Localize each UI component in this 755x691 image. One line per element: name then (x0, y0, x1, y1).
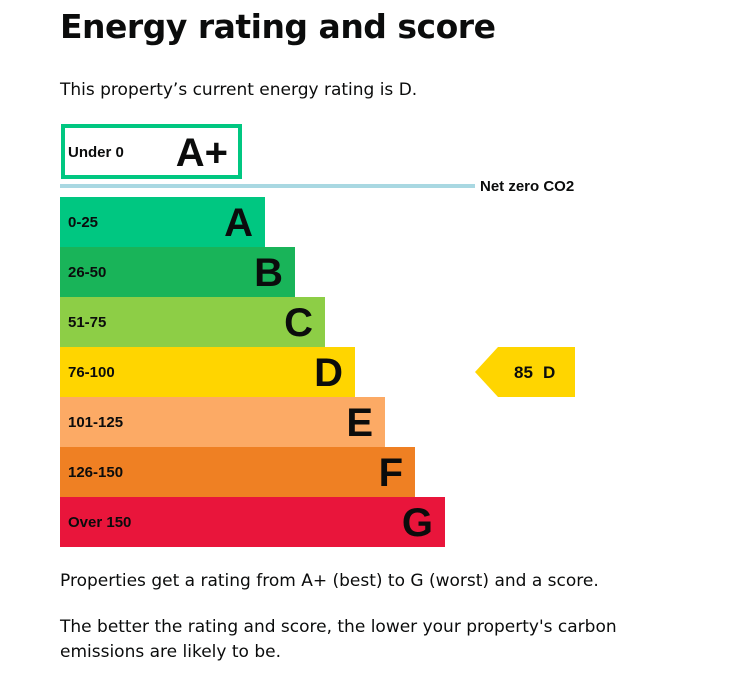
band-d: 76-100 D (60, 347, 355, 397)
band-a-plus-box (61, 124, 242, 179)
band-a-bar (60, 197, 265, 247)
band-f-letter: F (379, 451, 403, 495)
band-g-bar (60, 497, 445, 547)
band-f-bar (60, 447, 415, 497)
current-rating-arrow (475, 347, 575, 397)
band-e-bar (60, 397, 385, 447)
band-a-plus-letter: A+ (176, 131, 228, 175)
band-d-letter: D (314, 351, 343, 395)
rating-bands: 0-25 A 26-50 B 51-75 C 76-100 D 101-125 E 126-150 F… (60, 197, 445, 547)
current-rating-text: This property’s current energy rating is… (60, 80, 418, 100)
net-zero-line: Net zero CO2 (60, 178, 574, 195)
band-f: 126-150 F (60, 447, 415, 497)
band-d-bar (60, 347, 355, 397)
band-e-letter: E (346, 401, 373, 445)
carbon-explanation: The better the rating and score, the low… (60, 617, 617, 662)
band-a-letter: A (224, 201, 253, 245)
current-score: 85 (514, 363, 533, 382)
energy-rating-chart: Under 0 A+ Net zero CO2 0-25 A26-50 B51-75… (60, 124, 575, 547)
net-zero-label: Net zero CO2 (480, 178, 574, 195)
band-f-range: 126-150 (68, 464, 123, 481)
current-band: D (543, 363, 555, 382)
band-g-range: Over 150 (68, 514, 131, 531)
band-e: 101-125 E (60, 397, 385, 447)
band-a: 0-25 A (60, 197, 265, 247)
page-title: Energy rating and score (60, 7, 496, 46)
band-b-bar (60, 247, 295, 297)
band-a-plus-range: Under 0 (68, 144, 124, 161)
band-a-range: 0-25 (68, 214, 98, 231)
band-e-range: 101-125 (68, 414, 123, 431)
band-a-plus: Under 0 A+ (61, 124, 242, 179)
band-c-range: 51-75 (68, 314, 106, 331)
band-c: 51-75 C (60, 297, 325, 347)
band-g-letter: G (402, 501, 433, 545)
band-d-range: 76-100 (68, 364, 115, 381)
rating-explanation: Properties get a rating from A+ (best) t… (60, 571, 599, 591)
band-c-bar (60, 297, 325, 347)
current-rating-marker: 85 D (475, 347, 575, 397)
band-b-range: 26-50 (68, 264, 106, 281)
band-g: Over 150 G (60, 497, 445, 547)
band-c-letter: C (284, 301, 313, 345)
band-b-letter: B (254, 251, 283, 295)
band-b: 26-50 B (60, 247, 295, 297)
